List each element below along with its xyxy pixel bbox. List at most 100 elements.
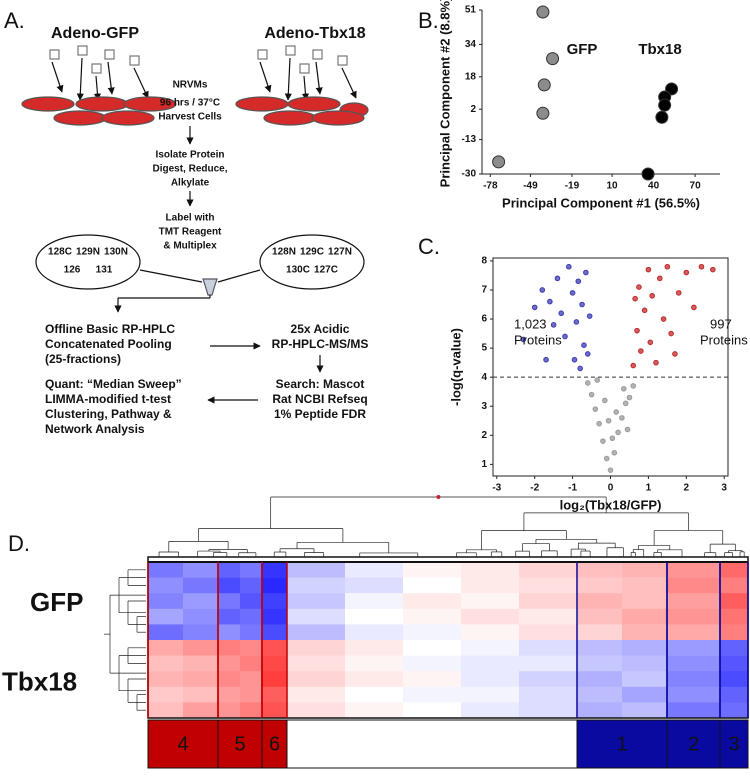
x-tick-label: 2 <box>684 483 690 494</box>
heatmap-cell <box>461 562 520 578</box>
heatmap-cell <box>240 562 263 578</box>
data-point <box>613 409 619 415</box>
heatmap-cell <box>577 702 623 719</box>
data-point <box>536 106 550 120</box>
heatmap-cell <box>148 640 184 656</box>
heatmap-cell <box>218 640 241 656</box>
heatmap-cell <box>183 671 219 688</box>
data-point <box>586 313 593 319</box>
heatmap-cell <box>461 655 520 672</box>
data-point <box>566 263 572 270</box>
heatmap-cell <box>240 624 263 641</box>
data-point <box>619 415 625 421</box>
heatmap-cell <box>403 577 462 594</box>
heatmap-cell <box>345 702 404 719</box>
x-tick-label: -1 <box>568 483 577 494</box>
panel-label: D. <box>8 531 30 556</box>
data-point <box>575 278 582 285</box>
data-point <box>634 327 640 334</box>
data-point <box>653 359 659 366</box>
heatmap-cell <box>287 624 346 641</box>
workflow-step: TMT Reagent <box>159 227 222 238</box>
heatmap-cell <box>403 608 462 625</box>
data-point <box>664 263 671 270</box>
heatmap-cell <box>720 655 749 672</box>
tmt-tag: 127C <box>314 265 338 276</box>
heatmap-cell <box>403 562 462 578</box>
heatmap-cell <box>403 655 462 672</box>
heatmap-cell <box>461 671 520 688</box>
heatmap-cell <box>577 640 623 656</box>
x-axis-label: Principal Component #1 (56.5%) <box>502 195 700 210</box>
heatmap-cell <box>183 593 219 610</box>
heatmap-cell <box>720 671 749 688</box>
data-point <box>607 467 614 473</box>
heatmap-cell <box>148 608 184 625</box>
heatmap-cell <box>403 593 462 610</box>
x-tick-label: -3 <box>492 483 501 494</box>
data-point <box>554 275 561 282</box>
y-tick-label: -13 <box>462 134 477 145</box>
x-tick-label: 40 <box>648 181 660 192</box>
x-tick-label: 0 <box>608 483 614 494</box>
heatmap-cell <box>183 640 219 656</box>
heatmap-cell <box>240 640 263 656</box>
y-tick-label: -30 <box>462 169 477 180</box>
data-point <box>584 351 591 357</box>
x-tick-label: 10 <box>607 181 619 192</box>
row-group-label: GFP <box>30 587 83 617</box>
x-tick-label: -2 <box>530 483 539 494</box>
annotation: Proteins <box>514 332 562 347</box>
workflow-step: Network Analysis <box>45 422 145 436</box>
workflow-step: Harvest Cells <box>158 112 222 123</box>
y-tick-label: 34 <box>465 39 477 50</box>
annotation: Tbx18 <box>638 41 681 58</box>
annotation: 1,023 <box>514 316 547 331</box>
data-point <box>592 406 599 412</box>
data-point <box>672 351 678 357</box>
heatmap-cell <box>403 671 462 688</box>
data-point <box>630 362 637 369</box>
row-group-label: Tbx18 <box>2 667 77 697</box>
heatmap-cell <box>240 577 263 594</box>
heatmap-cell <box>240 702 263 719</box>
cluster-label: 2 <box>688 733 699 755</box>
heatmap-cell <box>461 702 520 719</box>
heatmap-cell <box>519 577 578 594</box>
heatmap-cell <box>287 655 346 672</box>
heatmap-cell <box>667 608 721 625</box>
panel-label: B. <box>418 8 439 33</box>
heatmap-cell <box>667 702 721 719</box>
heatmap-cell <box>461 593 520 610</box>
workflow-step: Isolate Protein <box>156 150 225 161</box>
data-point <box>615 429 621 436</box>
cluster-strip <box>147 719 749 769</box>
data-point <box>602 397 608 404</box>
heatmap-cell <box>218 577 241 594</box>
heatmap-cell <box>519 686 578 703</box>
data-point <box>636 284 642 290</box>
heatmap-cell <box>345 562 404 578</box>
heatmap-cell <box>262 702 288 719</box>
heatmap-cell <box>667 624 721 641</box>
data-point <box>626 394 633 401</box>
annotation: Proteins <box>700 332 748 347</box>
data-point <box>624 426 631 433</box>
heatmap-cell <box>720 686 749 703</box>
heatmap-cell <box>183 562 219 578</box>
heatmap-cell <box>148 655 184 672</box>
heatmap-cell <box>577 686 623 703</box>
y-tick-label: 1 <box>481 459 487 470</box>
heatmap-cell <box>345 655 404 672</box>
heatmap-cell <box>262 593 288 610</box>
data-point <box>537 78 551 92</box>
plot-frame <box>492 257 729 477</box>
heatmap-cell <box>667 640 721 656</box>
data-point <box>583 269 589 276</box>
heatmap-cell <box>720 608 749 625</box>
tmt-tag: 129C <box>300 247 324 258</box>
tmt-tag: 129N <box>76 247 100 258</box>
data-point <box>698 263 705 270</box>
heatmap-cell <box>218 624 241 641</box>
workflow-step: Label with <box>166 213 215 224</box>
